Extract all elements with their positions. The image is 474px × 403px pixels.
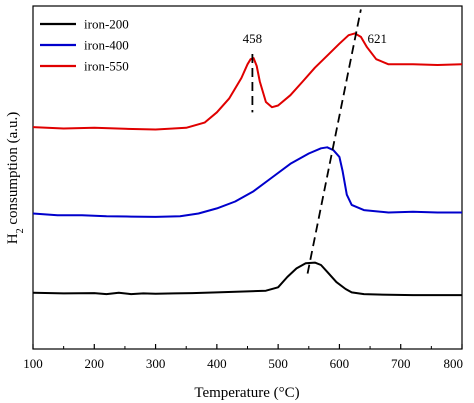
x-tick-label: 600	[330, 356, 350, 371]
y-axis-title-sub: 2	[15, 228, 26, 233]
x-tick-label: 200	[85, 356, 105, 371]
x-axis-ticks: 100 200 300 400 500 600 700 800	[23, 344, 463, 371]
guide-layer	[251, 9, 362, 274]
guide-line-2	[306, 9, 362, 274]
x-tick-label: 400	[207, 356, 227, 371]
y-axis-title-rest: consumption (a.u.)	[5, 112, 21, 229]
x-tick-label: 100	[23, 356, 43, 371]
annotation-layer: 458 621	[243, 31, 387, 46]
legend-label-iron-400: iron-400	[84, 38, 129, 53]
x-tick-label: 700	[391, 356, 411, 371]
x-tick-label: 500	[268, 356, 288, 371]
y-axis-title: H2 consumption (a.u.)	[5, 112, 26, 245]
series-line-iron-400	[32, 146, 462, 218]
legend: iron-200 iron-400 iron-550	[40, 17, 129, 74]
series-line-iron-550	[32, 32, 463, 131]
x-tick-label: 300	[146, 356, 166, 371]
y-axis-title-main: H	[5, 233, 21, 244]
series-line-iron-200	[32, 261, 462, 297]
series-layer	[32, 32, 463, 297]
x-tick-label: 800	[444, 356, 464, 371]
legend-label-iron-200: iron-200	[84, 17, 129, 32]
legend-label-iron-550: iron-550	[84, 59, 129, 74]
plot-frame	[32, 5, 463, 350]
peak-label-621: 621	[368, 31, 388, 46]
peak-label-458: 458	[243, 31, 263, 46]
x-axis-title: Temperature (°C)	[194, 385, 299, 401]
